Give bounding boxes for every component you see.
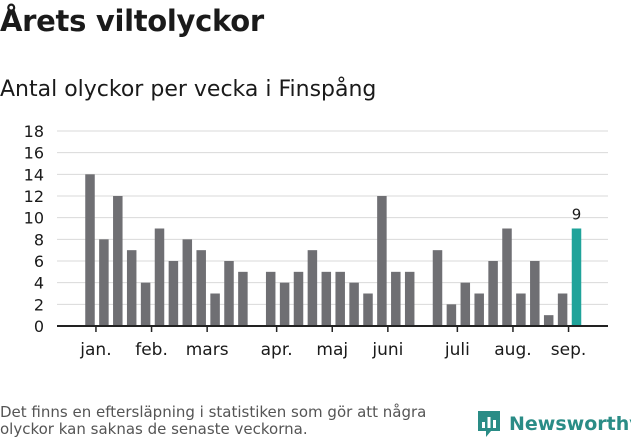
bar — [557, 293, 568, 326]
chart-subtitle: Antal olyckor per vecka i Finspång — [0, 77, 377, 102]
bar — [140, 282, 151, 326]
bar-chart: 0 2 4 6 8 10 12 14 16 18 9 jan. feb. mars apr. maj juni j… — [24, 122, 608, 360]
x-tick-label: jan. — [79, 340, 111, 360]
x-tick-label: aug. — [494, 340, 531, 360]
bar — [460, 282, 471, 326]
bar — [349, 282, 359, 326]
bar — [516, 293, 526, 326]
footnote: Det finns en eftersläpning i statistiken… — [0, 403, 427, 438]
bar — [335, 271, 345, 326]
bar — [85, 174, 95, 326]
bar — [293, 271, 304, 326]
x-tick-label: juni — [371, 340, 403, 360]
y-tick-label: 0 — [34, 317, 44, 336]
bar — [196, 250, 206, 326]
bar — [474, 293, 484, 326]
bar — [154, 228, 165, 326]
x-tick-label: mars — [186, 340, 229, 360]
bar-value-label: 9 — [572, 206, 582, 224]
bar — [182, 239, 193, 326]
newsworthy-logo: Newsworthy — [476, 408, 631, 440]
y-tick-label: 4 — [34, 274, 44, 293]
x-tick-label: maj — [316, 340, 348, 360]
x-tick-label: juli — [444, 340, 470, 360]
bar — [126, 250, 137, 326]
bar — [279, 282, 290, 326]
bar — [363, 293, 373, 326]
y-tick-label: 14 — [24, 165, 44, 184]
newsworthy-logo-icon — [478, 411, 500, 437]
bar — [543, 315, 554, 326]
y-tick-label: 8 — [34, 230, 44, 249]
bar — [488, 261, 498, 326]
bar — [113, 196, 123, 326]
y-tick-label: 6 — [34, 252, 44, 271]
y-tick-label: 10 — [24, 209, 44, 228]
x-tick-label: sep. — [551, 340, 587, 360]
bar-highlight — [571, 228, 582, 326]
bar — [446, 304, 457, 326]
bar — [265, 271, 276, 326]
bar — [432, 250, 443, 326]
bar — [502, 228, 512, 326]
brand-name: Newsworthy — [509, 413, 631, 435]
bar — [224, 261, 234, 326]
bar — [321, 271, 332, 326]
bar — [404, 271, 415, 326]
bar — [238, 271, 248, 326]
y-tick-label: 16 — [24, 144, 44, 163]
y-tick-label: 18 — [24, 122, 44, 141]
y-tick-label: 12 — [24, 187, 44, 206]
bar — [391, 271, 401, 326]
x-tick-label: apr. — [261, 340, 293, 360]
bar — [168, 261, 179, 326]
bar — [210, 293, 220, 326]
chart-title: Årets viltolyckor — [0, 4, 264, 38]
y-tick-label: 2 — [34, 295, 44, 314]
bar — [307, 250, 318, 326]
bar — [377, 196, 387, 326]
x-tick-label: feb. — [135, 340, 168, 360]
bar — [99, 239, 109, 326]
bar — [530, 261, 540, 326]
